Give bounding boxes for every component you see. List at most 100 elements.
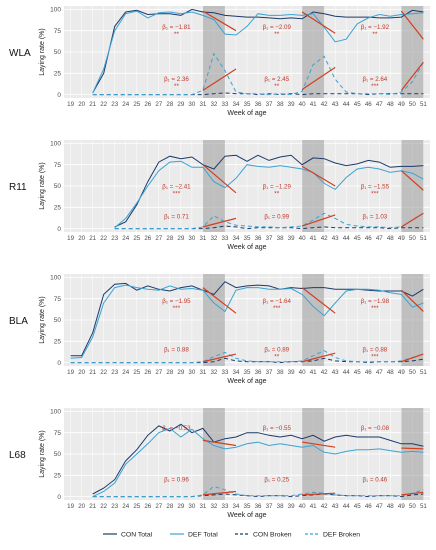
x-tick-label: 19 xyxy=(67,503,74,510)
beta-annotation: β₁ = −1.98 xyxy=(361,298,390,305)
x-tick-label: 48 xyxy=(387,369,394,376)
x-tick-label: 20 xyxy=(78,101,85,108)
x-tick-label: 23 xyxy=(111,101,118,108)
x-tick-label: 47 xyxy=(376,369,383,376)
shaded-period xyxy=(302,408,325,500)
x-tick-label: 23 xyxy=(111,369,118,376)
x-tick-label: 19 xyxy=(67,101,74,108)
x-tick-label: 19 xyxy=(67,369,74,376)
series-line-def_total xyxy=(92,10,424,94)
shaded-period xyxy=(202,408,225,500)
x-tick-label: 29 xyxy=(177,503,184,510)
x-axis-title: Week of age xyxy=(227,244,266,251)
beta-annotation: β₁ = −2.09 xyxy=(263,24,292,31)
series-line-con_total xyxy=(92,423,424,495)
x-tick-label: 34 xyxy=(233,235,240,242)
x-tick-label: 41 xyxy=(310,369,317,376)
x-tick-label: 35 xyxy=(244,101,251,108)
x-tick-label: 37 xyxy=(266,101,273,108)
y-tick-label: 100 xyxy=(50,409,61,416)
series-line-def_broken xyxy=(92,52,424,96)
regression-fit-line xyxy=(301,165,336,187)
x-tick-label: 44 xyxy=(343,369,350,376)
x-tick-label: 21 xyxy=(89,369,96,376)
x-tick-label: 28 xyxy=(166,101,173,108)
significance-stars: ** xyxy=(274,191,280,198)
series-line-def_broken xyxy=(70,350,424,364)
x-axis-title: Week of age xyxy=(227,110,266,117)
beta-annotation: β₁ = −1.29 xyxy=(263,184,292,191)
strain-label: WLA xyxy=(9,48,31,59)
x-tick-label: 24 xyxy=(122,101,129,108)
shaded-period xyxy=(401,274,424,366)
panel-bla: β₁ = −1.95***β₁ = −1.64***β₁ = −1.98***β… xyxy=(9,274,430,385)
beta-annotation: β₁ = 0.89 xyxy=(264,347,289,354)
beta-annotation: β₁ = 1.03 xyxy=(363,213,388,220)
x-tick-label: 20 xyxy=(78,235,85,242)
y-tick-label: 25 xyxy=(54,472,62,479)
x-tick-label: 27 xyxy=(155,369,162,376)
x-tick-label: 28 xyxy=(166,235,173,242)
x-tick-label: 42 xyxy=(321,235,328,242)
x-tick-label: 25 xyxy=(133,101,140,108)
x-tick-label: 45 xyxy=(354,101,361,108)
x-tick-label: 30 xyxy=(188,369,195,376)
x-tick-label: 31 xyxy=(199,503,206,510)
x-tick-label: 26 xyxy=(144,369,151,376)
x-tick-label: 46 xyxy=(365,503,372,510)
regression-fit-line xyxy=(401,447,424,450)
beta-annotation: β₁ = −0.55 xyxy=(263,425,292,432)
beta-annotation: β₁ = −1.64 xyxy=(263,298,292,305)
x-tick-label: 46 xyxy=(365,235,372,242)
x-tick-label: 38 xyxy=(277,101,284,108)
x-tick-label: 27 xyxy=(155,235,162,242)
x-axis-title: Week of age xyxy=(227,512,266,519)
x-tick-label: 39 xyxy=(288,235,295,242)
x-tick-label: 27 xyxy=(155,101,162,108)
x-tick-label: 50 xyxy=(409,369,416,376)
x-tick-label: 31 xyxy=(199,101,206,108)
x-tick-label: 51 xyxy=(420,235,427,242)
x-tick-label: 44 xyxy=(343,235,350,242)
series-line-def_total xyxy=(70,284,424,359)
x-tick-label: 29 xyxy=(177,235,184,242)
x-tick-label: 28 xyxy=(166,503,173,510)
regression-fit-line xyxy=(400,289,424,312)
x-tick-label: 26 xyxy=(144,235,151,242)
x-tick-label: 38 xyxy=(277,235,284,242)
y-tick-label: 100 xyxy=(50,141,61,148)
x-tick-label: 47 xyxy=(376,235,383,242)
regression-fit-line xyxy=(302,441,336,448)
x-tick-label: 25 xyxy=(133,503,140,510)
x-tick-label: 50 xyxy=(409,101,416,108)
x-tick-label: 41 xyxy=(310,503,317,510)
x-tick-label: 24 xyxy=(122,369,129,376)
x-tick-label: 49 xyxy=(398,235,405,242)
x-tick-label: 31 xyxy=(199,369,206,376)
x-tick-label: 33 xyxy=(222,101,229,108)
x-tick-label: 36 xyxy=(255,503,262,510)
regression-fit-line xyxy=(202,490,237,496)
beta-annotation: β₁ = 0.46 xyxy=(363,476,388,483)
x-tick-label: 39 xyxy=(288,369,295,376)
x-tick-label: 34 xyxy=(233,369,240,376)
x-tick-label: 46 xyxy=(365,369,372,376)
x-tick-label: 33 xyxy=(222,369,229,376)
x-tick-label: 37 xyxy=(266,369,273,376)
beta-annotation: β₁ = 0.99 xyxy=(264,213,289,220)
regression-fit-line xyxy=(301,287,336,314)
x-tick-label: 25 xyxy=(133,369,140,376)
x-tick-label: 47 xyxy=(376,101,383,108)
y-tick-label: 25 xyxy=(54,338,62,345)
x-axis-title: Week of age xyxy=(227,378,266,385)
y-tick-label: 0 xyxy=(57,360,61,367)
x-tick-label: 25 xyxy=(133,235,140,242)
significance-stars: *** xyxy=(371,354,379,361)
y-tick-label: 0 xyxy=(57,494,61,501)
y-tick-label: 75 xyxy=(54,296,62,303)
beta-annotation: β₁ = 0.71 xyxy=(164,213,189,220)
beta-annotation: β₁ = 0.88 xyxy=(363,347,388,354)
strain-label: R11 xyxy=(9,182,27,193)
y-tick-label: 0 xyxy=(57,226,61,233)
